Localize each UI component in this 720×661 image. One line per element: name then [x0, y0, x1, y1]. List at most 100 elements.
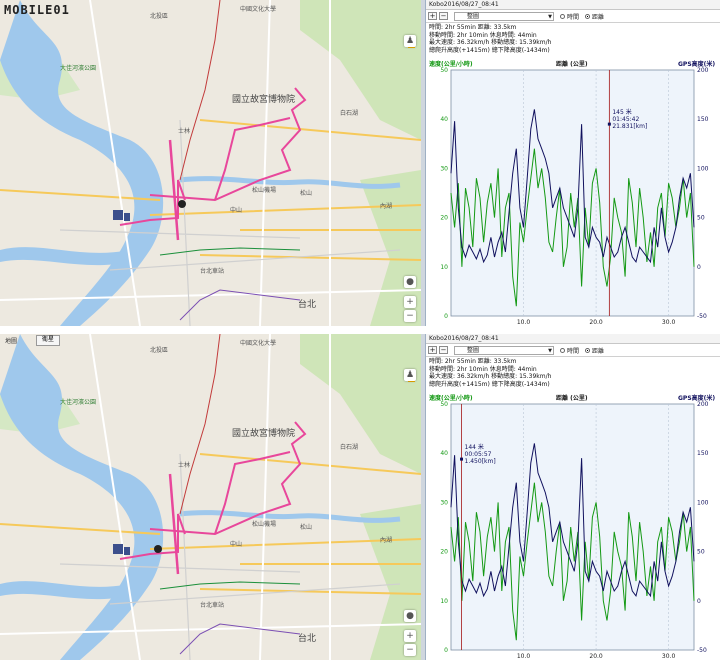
x-tick-label: 30.0 — [662, 653, 676, 660]
cursor-point — [607, 122, 611, 126]
map-label-taipei: 台北 — [298, 634, 317, 644]
remove-button[interactable]: − — [439, 346, 448, 354]
y-left-tick-label: 0 — [444, 647, 448, 654]
radio-distance[interactable]: 距離 — [585, 12, 604, 21]
zoom-out-button[interactable]: − — [404, 310, 416, 322]
toolbar: + − 整圖 ▼ 時間 距離 — [426, 10, 720, 23]
y-left-tick-label: 10 — [440, 264, 448, 271]
x-tick-label: 20.0 — [589, 653, 603, 660]
stats-block: 時間: 2hr 55min 距離: 33.5km 移動時間: 2hr 10min… — [426, 23, 720, 56]
stats-line-2: 移動時間: 2hr 10min 休息時間: 44min — [429, 31, 537, 39]
map-label-songshan: 松山 — [300, 524, 313, 531]
toolbar: + − 整圖 ▼ 時間 距離 — [426, 344, 720, 357]
cursor-point — [460, 457, 464, 461]
chart-right-title: GPS高度(米) — [678, 395, 716, 402]
screenshot-divider — [0, 326, 720, 334]
cursor-label: 21.831[km] — [612, 123, 647, 130]
y-left-tick-label: 50 — [440, 401, 448, 408]
map-label-airport: 松山機場 — [252, 521, 277, 528]
speed-altitude-chart[interactable]: 速度(公里/小時) 距離 (公里) GPS高度(米) 50 40 30 20 10 0 20… — [426, 58, 720, 326]
altitude-series-line — [450, 443, 695, 598]
map-canvas — [0, 334, 421, 660]
stats-block: 時間: 2hr 55min 距離: 33.5km 移動時間: 2hr 10min… — [426, 357, 720, 390]
y-right-tick-label: 150 — [697, 116, 709, 123]
x-tick-label: 20.0 — [589, 319, 603, 326]
stats-line-1: 時間: 2hr 55min 距離: 33.5km — [429, 24, 517, 31]
altitude-series-line — [450, 109, 695, 264]
zoom-out-button[interactable]: − — [404, 644, 416, 656]
map-label-beitou: 北投區 — [150, 347, 169, 354]
radio-distance[interactable]: 距離 — [585, 346, 604, 355]
radio-distance-dot[interactable] — [585, 13, 591, 19]
y-right-tick-label: -50 — [697, 647, 707, 654]
map-label-beitou: 北投區 — [150, 13, 169, 20]
chart-center-title: 距離 (公里) — [556, 395, 588, 402]
map-label-neihu: 內湖 — [380, 203, 393, 210]
splitter[interactable] — [421, 0, 425, 326]
speed-series-line — [450, 482, 695, 641]
y-right-tick-label: 50 — [697, 215, 705, 222]
map-label-palace: 國立故宮博物院 — [232, 429, 296, 439]
map-label-university: 中國文化大學 — [240, 340, 277, 347]
pegman-icon[interactable]: ♟ — [404, 35, 416, 47]
radio-distance-dot[interactable] — [585, 347, 591, 353]
map-type-map[interactable]: 地圖 — [5, 338, 18, 345]
y-right-tick-label: 200 — [697, 67, 709, 74]
splitter[interactable] — [421, 334, 425, 660]
map-label-baishi: 白石湖 — [340, 110, 359, 117]
x-tick-label: 10.0 — [517, 653, 531, 660]
map-type-satellite[interactable]: 衛星 — [36, 335, 60, 346]
pegman-icon[interactable]: ♟ — [404, 369, 416, 381]
y-left-tick-label: 30 — [440, 499, 448, 506]
track-panel: Kobo2016/08/27_08:41 + − 整圖 ▼ 時間 距離 時間: 2… — [425, 334, 720, 660]
cursor-label: 144 米 — [465, 443, 484, 451]
map-label-palace: 國立故宮博物院 — [232, 95, 296, 105]
y-left-tick-label: 30 — [440, 165, 448, 172]
radio-time[interactable]: 時間 — [560, 12, 579, 21]
y-right-tick-label: 100 — [697, 165, 709, 172]
map-view[interactable]: MOBILE01 國立故宮博物院 台北 內湖 松山 中山 大佳河濱公園 士林 北… — [0, 0, 421, 326]
add-button[interactable]: + — [428, 12, 437, 20]
map-label-songshan: 松山 — [300, 190, 313, 197]
map-label-airport: 松山機場 — [252, 187, 277, 194]
y-right-tick-label: 50 — [697, 549, 705, 556]
chart-right-title: GPS高度(米) — [678, 61, 716, 68]
map-label-park: 大佳河濱公園 — [60, 65, 97, 72]
map-label-shilin: 士林 — [178, 462, 191, 469]
speed-series-line — [450, 148, 695, 307]
zoom-in-button[interactable]: + — [404, 630, 416, 642]
y-right-tick-label: 100 — [697, 499, 709, 506]
radio-time-dot[interactable] — [560, 347, 565, 353]
window-panel-bottom: 地圖 衛星 國立故宮博物院 台北 內湖 松山 中山 大佳河濱公園 士林 北投區 … — [0, 334, 720, 660]
add-button[interactable]: + — [428, 346, 437, 354]
x-tick-label: 30.0 — [662, 319, 676, 326]
y-left-tick-label: 20 — [440, 549, 448, 556]
map-view[interactable]: 地圖 衛星 國立故宮博物院 台北 內湖 松山 中山 大佳河濱公園 士林 北投區 … — [0, 334, 421, 660]
map-canvas — [0, 0, 421, 326]
map-label-shilin: 士林 — [178, 128, 191, 135]
radio-time-dot[interactable] — [560, 13, 565, 19]
y-left-tick-label: 40 — [440, 116, 448, 123]
remove-button[interactable]: − — [439, 12, 448, 20]
chart-left-title: 速度(公里/小時) — [429, 395, 473, 402]
cursor-label: 1.450[km] — [465, 458, 496, 465]
zoom-in-button[interactable]: + — [404, 296, 416, 308]
map-label-baishi: 白石湖 — [340, 444, 359, 451]
stats-line-1: 時間: 2hr 55min 距離: 33.5km — [429, 358, 517, 365]
map-label-neihu: 內湖 — [380, 537, 393, 544]
watermark-logo: MOBILE01 — [4, 3, 70, 17]
location-icon[interactable]: ● — [404, 276, 416, 288]
x-tick-label: 10.0 — [517, 319, 531, 326]
y-right-tick-label: 0 — [697, 598, 701, 605]
radio-time[interactable]: 時間 — [560, 346, 579, 355]
location-icon[interactable]: ● — [404, 610, 416, 622]
view-combo[interactable]: 整圖 ▼ — [454, 345, 554, 355]
stats-line-2: 移動時間: 2hr 10min 休息時間: 44min — [429, 365, 537, 373]
cursor-label: 145 米 — [612, 108, 631, 116]
plot-area — [450, 69, 695, 317]
speed-altitude-chart[interactable]: 速度(公里/小時) 距離 (公里) GPS高度(米) 50 40 30 20 10 0 20… — [426, 392, 720, 660]
y-left-tick-label: 0 — [444, 313, 448, 320]
view-combo[interactable]: 整圖 ▼ — [454, 11, 554, 21]
